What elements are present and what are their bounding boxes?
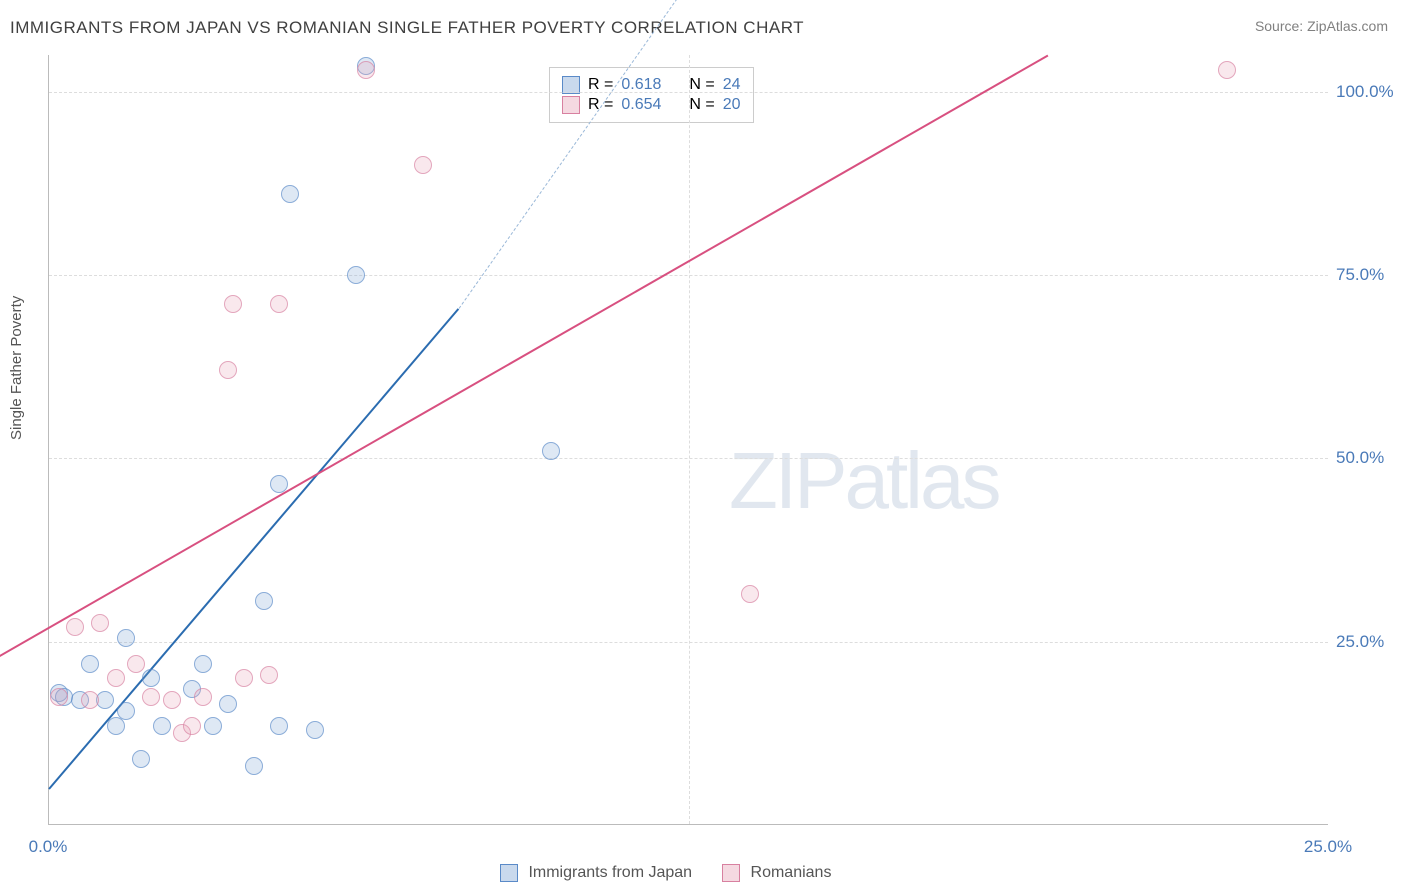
- plot-area: R = 0.618 N = 24 R = 0.654 N = 20 ZIPatl…: [48, 55, 1328, 825]
- data-point-romanians: [50, 688, 68, 706]
- data-point-japan: [306, 721, 324, 739]
- source-attribution: Source: ZipAtlas.com: [1255, 18, 1388, 34]
- data-point-romanians: [260, 666, 278, 684]
- legend-row-romanians: R = 0.654 N = 20: [562, 96, 741, 114]
- data-point-romanians: [81, 691, 99, 709]
- data-point-romanians: [194, 688, 212, 706]
- regression-line-romanians: [0, 55, 1048, 658]
- data-point-japan: [117, 702, 135, 720]
- series-legend: Immigrants from Japan Romanians: [500, 864, 831, 882]
- data-point-japan: [347, 266, 365, 284]
- y-axis-label: Single Father Poverty: [8, 296, 25, 440]
- data-point-japan: [204, 717, 222, 735]
- data-point-japan: [255, 592, 273, 610]
- n-value-romanians: 20: [723, 96, 741, 114]
- data-point-romanians: [741, 585, 759, 603]
- data-point-romanians: [270, 295, 288, 313]
- y-tick-label: 50.0%: [1336, 448, 1386, 468]
- legend-item-japan: Immigrants from Japan: [500, 864, 692, 882]
- data-point-japan: [270, 717, 288, 735]
- n-label: N =: [689, 96, 714, 114]
- data-point-romanians: [66, 618, 84, 636]
- legend-swatch-pink: [562, 96, 580, 114]
- data-point-japan: [270, 475, 288, 493]
- data-point-japan: [219, 695, 237, 713]
- data-point-romanians: [357, 61, 375, 79]
- data-point-japan: [142, 669, 160, 687]
- data-point-romanians: [142, 688, 160, 706]
- data-point-japan: [96, 691, 114, 709]
- data-point-romanians: [219, 361, 237, 379]
- data-point-romanians: [107, 669, 125, 687]
- regression-line-japan-ext: [458, 0, 766, 309]
- legend-label-romanians: Romanians: [751, 864, 832, 881]
- data-point-romanians: [183, 717, 201, 735]
- data-point-romanians: [224, 295, 242, 313]
- legend-label-japan: Immigrants from Japan: [528, 864, 692, 881]
- watermark: ZIPatlas: [729, 435, 998, 527]
- gridline-x: [689, 55, 690, 824]
- y-tick-label: 100.0%: [1336, 82, 1386, 102]
- data-point-japan: [153, 717, 171, 735]
- data-point-japan: [245, 757, 263, 775]
- data-point-romanians: [91, 614, 109, 632]
- data-point-romanians: [235, 669, 253, 687]
- data-point-japan: [132, 750, 150, 768]
- legend-item-romanians: Romanians: [722, 864, 831, 882]
- data-point-romanians: [1218, 61, 1236, 79]
- watermark-atlas: atlas: [844, 436, 998, 525]
- legend-swatch-blue: [500, 864, 518, 882]
- data-point-japan: [542, 442, 560, 460]
- data-point-japan: [81, 655, 99, 673]
- chart-title: IMMIGRANTS FROM JAPAN VS ROMANIAN SINGLE…: [10, 18, 804, 38]
- x-tick-label: 25.0%: [1304, 837, 1352, 857]
- y-tick-label: 25.0%: [1336, 632, 1386, 652]
- y-tick-label: 75.0%: [1336, 265, 1386, 285]
- data-point-romanians: [127, 655, 145, 673]
- x-tick-label: 0.0%: [29, 837, 68, 857]
- data-point-japan: [117, 629, 135, 647]
- data-point-japan: [194, 655, 212, 673]
- data-point-japan: [281, 185, 299, 203]
- watermark-zip: ZIP: [729, 436, 844, 525]
- correlation-legend: R = 0.618 N = 24 R = 0.654 N = 20: [549, 67, 754, 123]
- data-point-romanians: [414, 156, 432, 174]
- legend-swatch-pink: [722, 864, 740, 882]
- r-value-romanians: 0.654: [621, 96, 661, 114]
- data-point-romanians: [163, 691, 181, 709]
